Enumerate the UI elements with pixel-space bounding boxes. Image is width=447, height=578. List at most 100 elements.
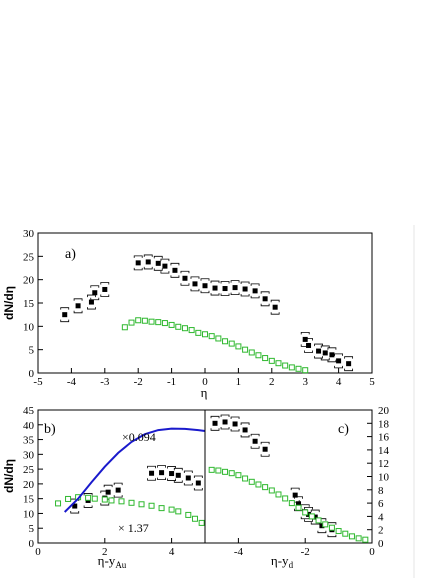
open-square-point [188, 327, 195, 334]
open-square-point [202, 331, 208, 338]
x-tick-label: -2 [301, 546, 310, 558]
open-square-point [135, 317, 142, 324]
open-square-point [161, 320, 168, 327]
y-tick-label: 0 [29, 538, 35, 550]
error-bracket [210, 415, 220, 431]
filled-square-point [155, 260, 161, 266]
open-square-point [342, 530, 349, 537]
filled-square-point [329, 352, 335, 358]
filled-square-point [115, 487, 121, 493]
filled-square-point [92, 290, 98, 296]
error-bracket [183, 470, 193, 486]
open-square-point [175, 508, 182, 515]
open-square-point [295, 504, 302, 511]
error-bracket [327, 347, 337, 363]
open-square-point [118, 498, 125, 505]
open-square-point [181, 325, 188, 332]
y-tick-label: 30 [23, 228, 35, 240]
open-square-point [288, 364, 295, 371]
x-tick-label: -2 [134, 376, 143, 388]
y-tick-label: 20 [23, 479, 35, 491]
error-bracket [153, 255, 163, 271]
x-tick-label: 2 [102, 546, 108, 558]
filled-square-point [62, 312, 68, 318]
error-bracket [230, 416, 240, 432]
y-tick-label: 0 [29, 368, 35, 380]
y-tick-label: 10 [23, 508, 35, 520]
x-tick-label: 3 [302, 376, 308, 388]
open-square-point [228, 470, 235, 477]
open-square-point [242, 346, 249, 353]
filled-square-point [319, 523, 325, 529]
panel-b-xlabel-main: η-y [98, 553, 116, 568]
annotation-scale-line: ×0.094 [122, 430, 156, 444]
error-bracket [344, 356, 354, 372]
error-bracket [304, 338, 313, 353]
filled-square-point [88, 299, 94, 305]
x-tick-label: -4 [234, 546, 244, 558]
y-tick-label: 25 [23, 251, 35, 263]
open-square-point [101, 496, 108, 503]
y-tick-label: 2 [378, 525, 384, 537]
y-tick-label: 18 [378, 418, 390, 430]
annotation-scale-open: × 1.37 [118, 521, 149, 535]
panel-c-xlabel: η-yd [271, 553, 294, 570]
panel-b-xlabel-sub: Au [115, 560, 126, 570]
y-tick-label: 8 [378, 485, 384, 497]
filled-square-point [149, 470, 155, 476]
error-bracket [143, 254, 153, 270]
open-square-point [128, 319, 135, 326]
x-tick-label: 5 [369, 376, 375, 388]
open-square-point [55, 500, 62, 507]
x-tick-label: 2 [269, 376, 275, 388]
error-bracket [210, 280, 220, 296]
panel-b-marks [55, 427, 206, 526]
panel-b-ticks [37, 409, 173, 544]
panel-a-xlabel: η [201, 385, 208, 400]
filled-square-point [262, 446, 268, 452]
open-square-point [322, 521, 329, 528]
panel-a: -5 -4 -3 -2 -1 0 1 2 3 4 5 0 5 10 15 20 25 30 a) η dN/dη [2, 228, 375, 400]
open-square-point [302, 509, 309, 516]
open-square-point [191, 515, 198, 522]
panel-c-label: c) [338, 422, 349, 437]
error-bracket [173, 467, 183, 483]
panel-c-xlabel-main: η-y [271, 553, 289, 568]
y-tick-label: 20 [378, 405, 390, 417]
filled-square-point [102, 286, 108, 292]
open-square-point [268, 487, 275, 494]
open-square-point [242, 475, 249, 482]
error-bracket [190, 276, 200, 292]
open-square-point [128, 499, 135, 506]
series-line [63, 427, 206, 513]
x-tick-label: 4 [169, 546, 175, 558]
open-square-point [222, 338, 229, 345]
filled-square-point [212, 420, 218, 426]
error-bracket [133, 255, 143, 271]
open-square-point [168, 321, 175, 328]
open-square-point [228, 340, 235, 347]
open-square-point [198, 519, 205, 526]
error-bracket [320, 345, 330, 361]
error-bracket [260, 441, 270, 457]
error-bracket [100, 282, 110, 297]
filled-square-point [72, 503, 78, 509]
open-square-point [282, 495, 289, 502]
open-square-point [255, 352, 262, 359]
open-square-point [222, 468, 229, 475]
open-square-point [175, 323, 182, 330]
open-square-point [235, 343, 242, 350]
panel-a-tick-labels: -5 -4 -3 -2 -1 0 1 2 3 4 5 0 5 10 15 20 25 30 [23, 228, 375, 388]
y-tick-label: 40 [23, 420, 35, 432]
error-bracket [240, 281, 250, 297]
filled-square-point [336, 358, 342, 364]
open-square-point [168, 506, 175, 513]
error-bracket [147, 465, 156, 481]
y-tick-label: 12 [378, 458, 389, 470]
filled-square-point [262, 296, 268, 302]
filled-square-point [75, 303, 81, 309]
filled-square-point [145, 259, 151, 265]
filled-square-point [252, 288, 258, 294]
